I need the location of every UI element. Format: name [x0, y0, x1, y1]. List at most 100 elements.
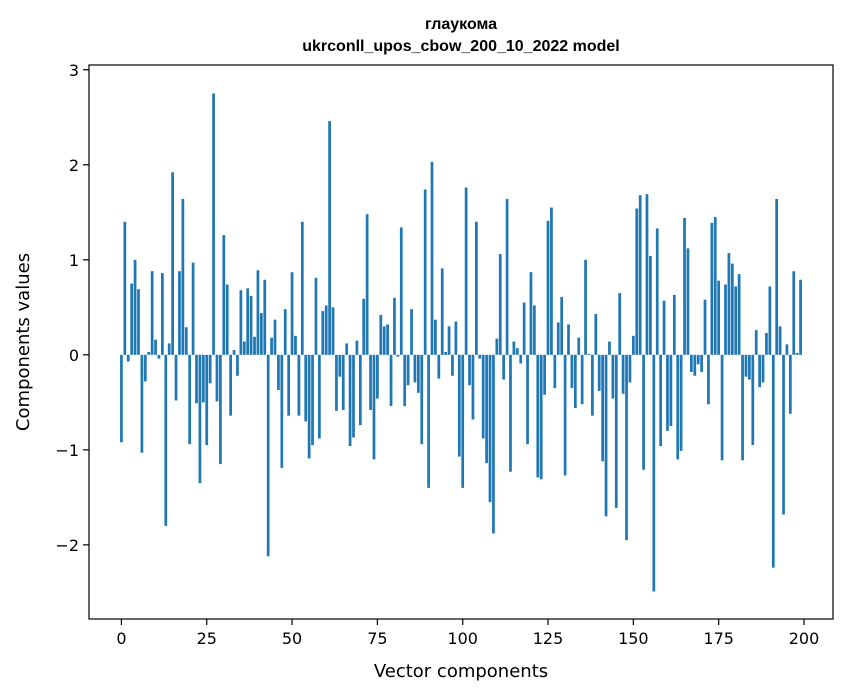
bar-51 [294, 335, 297, 355]
bar-121 [533, 305, 536, 355]
bar-199 [799, 279, 802, 355]
bar-163 [676, 354, 680, 460]
bar-118 [522, 302, 526, 355]
bar-191 [771, 354, 775, 568]
bar-83 [403, 354, 407, 407]
bar-65 [341, 354, 345, 410]
bar-34 [236, 354, 239, 376]
bar-84 [406, 354, 410, 386]
y-tick-label: 2 [69, 156, 79, 175]
bar-153 [642, 354, 645, 470]
bar-136 [584, 259, 587, 355]
bar-196 [788, 354, 792, 414]
bar-72 [365, 214, 369, 355]
bar-63 [335, 354, 338, 411]
bar-4 [133, 259, 137, 355]
bar-180 [734, 286, 738, 355]
bar-160 [666, 354, 669, 431]
bar-81 [396, 354, 400, 357]
bar-152 [638, 195, 642, 355]
bar-1 [123, 221, 127, 355]
bar-168 [693, 354, 697, 376]
bar-170 [700, 354, 703, 372]
bar-105 [478, 354, 482, 359]
bar-97 [451, 354, 454, 376]
bar-30 [222, 235, 226, 355]
bar-192 [775, 198, 779, 355]
bar-99 [457, 354, 461, 457]
bar-45 [273, 319, 277, 355]
bar-18 [181, 198, 185, 355]
bar-82 [399, 227, 403, 355]
bar-132 [570, 354, 574, 389]
bar-67 [348, 354, 352, 447]
bar-93 [437, 354, 441, 379]
bar-178 [727, 253, 731, 355]
plot-frame [88, 64, 834, 620]
bar-59 [321, 311, 325, 355]
bar-88 [420, 354, 424, 445]
bar-154 [645, 194, 649, 355]
bar-147 [621, 354, 625, 394]
bar-9 [150, 271, 154, 355]
bar-90 [427, 354, 430, 488]
bar-21 [191, 262, 195, 355]
bar-96 [447, 326, 451, 355]
bar-184 [748, 354, 751, 380]
bars-group [120, 93, 802, 592]
bar-129 [560, 296, 564, 355]
bar-165 [683, 217, 686, 355]
bar-125 [546, 220, 550, 355]
bar-117 [519, 354, 523, 364]
bar-183 [744, 354, 748, 377]
x-axis-label: Vector components [374, 661, 548, 682]
bar-166 [686, 248, 690, 355]
bar-110 [495, 338, 499, 355]
bar-146 [618, 293, 622, 355]
bar-48 [283, 309, 287, 355]
bar-37 [246, 288, 250, 355]
bar-126 [550, 207, 553, 355]
bar-194 [782, 354, 785, 515]
bar-107 [485, 354, 488, 464]
bar-23 [198, 354, 202, 484]
bar-10 [154, 339, 157, 355]
bar-134 [577, 337, 581, 355]
bar-114 [509, 354, 512, 472]
bar-186 [754, 330, 758, 355]
bar-144 [611, 354, 615, 399]
bar-20 [188, 354, 192, 445]
bar-195 [785, 344, 789, 355]
bar-77 [382, 326, 386, 355]
bar-41 [259, 313, 263, 355]
bar-171 [703, 299, 707, 355]
bar-135 [580, 354, 584, 405]
bar-159 [662, 300, 666, 355]
bar-46 [277, 354, 280, 390]
bar-124 [543, 354, 546, 395]
bar-106 [481, 354, 485, 439]
bar-120 [529, 272, 533, 355]
bar-66 [345, 343, 349, 355]
bar-71 [362, 298, 366, 355]
bar-169 [696, 354, 700, 365]
bar-142 [604, 354, 608, 517]
x-tick-label: 50 [282, 629, 302, 648]
bar-123 [539, 354, 543, 480]
bar-25 [205, 354, 209, 446]
bar-172 [707, 354, 710, 405]
bar-98 [454, 321, 458, 355]
bar-127 [553, 354, 557, 389]
bar-5 [137, 289, 140, 355]
bar-79 [389, 354, 393, 407]
bar-50 [290, 272, 294, 355]
bar-73 [369, 354, 372, 410]
bar-14 [167, 343, 171, 355]
bar-115 [512, 341, 516, 355]
bar-177 [724, 284, 727, 355]
bar-104 [474, 221, 478, 355]
y-tick-label: 3 [69, 61, 79, 80]
bar-143 [608, 341, 611, 355]
bar-91 [430, 161, 434, 355]
bar-173 [710, 222, 714, 355]
